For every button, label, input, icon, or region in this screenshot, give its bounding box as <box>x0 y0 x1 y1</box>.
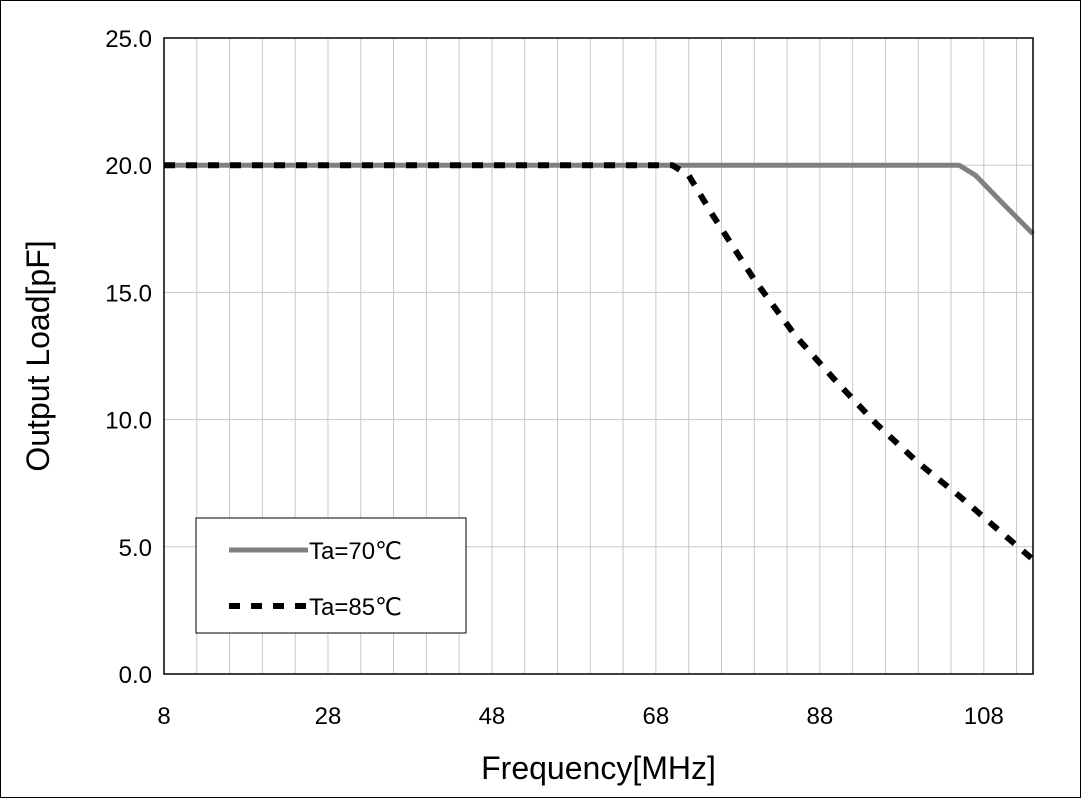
x-tick-label: 88 <box>806 703 833 730</box>
plot-area-border <box>163 37 1034 675</box>
series-lines <box>164 162 1035 562</box>
x-tick-label: 108 <box>964 703 1004 730</box>
legend-label-ta85: Ta=85℃ <box>309 594 402 621</box>
y-tick-label: 0.0 <box>119 662 152 689</box>
legend-box <box>195 517 467 634</box>
y-tick-label: 10.0 <box>105 408 152 435</box>
x-tick-label: 28 <box>315 703 342 730</box>
legend-label-ta70: Ta=70℃ <box>309 538 402 565</box>
tick-labels: 8 28 48 68 88 108 0.0 5.0 10.0 15.0 20.0 25.0 <box>105 26 1004 730</box>
x-tick-label: 8 <box>157 703 170 730</box>
y-tick-label: 20.0 <box>105 153 152 180</box>
y-tick-label: 5.0 <box>119 535 152 562</box>
x-axis-title: Frequency[MHz] <box>481 750 716 786</box>
legend: Ta=70℃ Ta=85℃ <box>195 517 467 634</box>
grid-lines <box>164 38 1033 674</box>
y-tick-label: 25.0 <box>105 26 152 53</box>
y-tick-label: 15.0 <box>105 280 152 307</box>
y-axis-title: Output Load[pF] <box>20 240 56 471</box>
series-line-ta70 <box>164 162 1035 236</box>
series-line-ta85 <box>164 162 1035 562</box>
x-tick-label: 48 <box>479 703 506 730</box>
x-tick-label: 68 <box>643 703 670 730</box>
